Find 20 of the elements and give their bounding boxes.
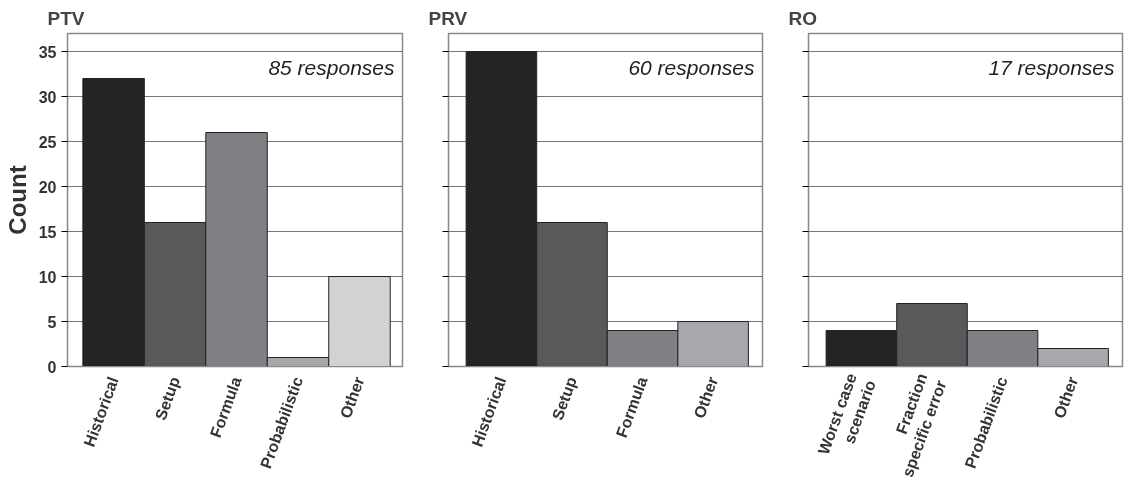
x-tick-label: Setup [151, 374, 184, 423]
y-axis-title: Count [3, 165, 31, 235]
y-tick-label: 25 [38, 133, 57, 151]
y-tick-label: 35 [38, 43, 57, 61]
x-tick-label: Other [1050, 374, 1082, 421]
annotation: 17 responses [988, 55, 1115, 79]
y-tick-label: 0 [47, 358, 57, 376]
x-tick-label: Other [690, 374, 722, 421]
x-tick-label: Other [336, 374, 368, 421]
y-tick-label: 5 [47, 313, 57, 331]
x-tick-label: Setup [548, 374, 581, 423]
y-tick-label: 10 [38, 268, 57, 286]
annotation: 60 responses [628, 55, 755, 79]
annotation: 85 responses [268, 55, 395, 79]
y-tick-label: 30 [38, 88, 57, 106]
chart-title: PTV [47, 7, 85, 29]
chart-title: PRV [428, 7, 468, 29]
y-tick-label: 15 [38, 223, 57, 241]
y-tick-label: 20 [38, 178, 57, 196]
chart-title: RO [788, 7, 817, 29]
